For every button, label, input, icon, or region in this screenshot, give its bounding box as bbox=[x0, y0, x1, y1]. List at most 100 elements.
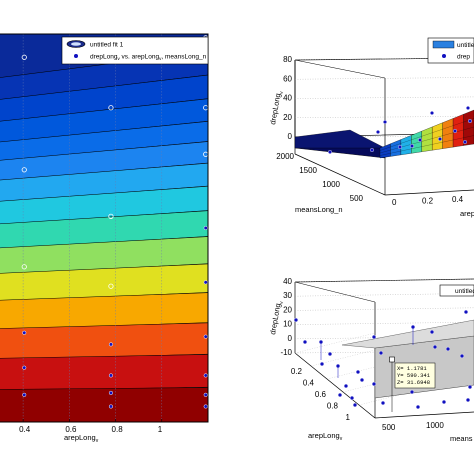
br-x-axis-label-main: arepLong bbox=[308, 431, 340, 440]
br-data-point bbox=[445, 346, 451, 352]
br-data-point bbox=[409, 389, 415, 395]
contour-x-axis-label: arepLongv bbox=[64, 433, 99, 444]
br-data-point bbox=[467, 384, 473, 390]
br-z-tick-label: -10 bbox=[280, 348, 292, 357]
contour-band bbox=[0, 263, 208, 302]
tr-surface-strip bbox=[400, 135, 412, 156]
br-data-point bbox=[441, 399, 447, 405]
br-data-point bbox=[343, 383, 349, 389]
tr-data-point bbox=[328, 149, 333, 154]
br-data-point bbox=[319, 361, 325, 367]
br-z-axis-label-main: drepLong bbox=[268, 303, 282, 336]
contour-data-point bbox=[203, 373, 208, 378]
legend-fit-label: untitled fit 1 bbox=[90, 42, 124, 49]
tr-surface-mesh bbox=[400, 139, 412, 144]
tr-surface-mesh bbox=[421, 138, 433, 142]
br-data-point bbox=[371, 334, 377, 340]
tr-box-bottom-left bbox=[294, 153, 386, 196]
br-y-tick-label: 1000 bbox=[426, 421, 444, 430]
tr-x-tick-label: 0.4 bbox=[452, 195, 464, 204]
tr-surface-mesh bbox=[432, 135, 443, 139]
contour-band bbox=[0, 292, 208, 330]
contour-band bbox=[0, 162, 208, 203]
tr-data-point bbox=[418, 137, 423, 142]
contour-band bbox=[0, 387, 208, 422]
tr-surface-strip bbox=[442, 118, 454, 149]
br-grid-line bbox=[294, 307, 474, 311]
br-z-tick-label: 20 bbox=[283, 305, 292, 314]
tr-data-point bbox=[466, 105, 471, 110]
contour-data-point bbox=[203, 280, 208, 285]
tr-y-tick-label: 2000 bbox=[276, 152, 294, 161]
br-legend[interactable]: untitled bbox=[439, 284, 474, 297]
br-z-tick-label: 10 bbox=[283, 320, 292, 329]
contour-data-point bbox=[108, 404, 113, 409]
br-data-point bbox=[355, 369, 361, 375]
contour-data-point bbox=[203, 392, 208, 397]
tr-data-point bbox=[370, 147, 375, 152]
br-legend-fit-label: untitled bbox=[455, 288, 474, 295]
br-x-tick-label: 0.6 bbox=[315, 390, 327, 399]
br-x-tick-label: 1 bbox=[346, 413, 351, 422]
br-y-tick-label: 500 bbox=[382, 423, 396, 432]
contour-x-axis-label-sub: v bbox=[96, 438, 99, 444]
br-data-point bbox=[432, 344, 438, 350]
br-box-top-front bbox=[294, 281, 376, 303]
scatter-3d-panel: X= 1.1781 Y= 590.341 Z= 31.6948 40302010… bbox=[268, 277, 474, 443]
br-data-point bbox=[429, 329, 435, 335]
datatip-marker bbox=[389, 356, 395, 363]
tr-data-point bbox=[463, 139, 468, 144]
contour-plot-frame bbox=[0, 33, 209, 423]
tr-surface-mesh bbox=[432, 129, 443, 133]
contour-data-point bbox=[203, 225, 208, 231]
tr-surface-mesh bbox=[390, 150, 401, 154]
br-z-tick-label: 30 bbox=[283, 291, 292, 300]
tr-surface-mesh bbox=[442, 139, 454, 143]
tr-legend-fit-label: untitled bbox=[457, 42, 474, 49]
datatip-y: Y= 590.341 bbox=[397, 372, 431, 379]
tr-x-tick-label: 0 bbox=[392, 198, 397, 207]
br-y-axis-label: means bbox=[450, 434, 473, 443]
br-x-tick-label: 0.4 bbox=[303, 379, 315, 388]
tr-y-tick-labels: 2000 1500 1000 500 bbox=[276, 152, 363, 203]
br-data-point bbox=[371, 381, 377, 387]
tr-z-tick-label: 20 bbox=[283, 113, 292, 122]
tr-data-point bbox=[430, 110, 435, 115]
br-z-axis-label-sub: v bbox=[279, 300, 285, 304]
contour-bands bbox=[0, 34, 208, 422]
br-x-tick-label: 0.2 bbox=[291, 367, 303, 376]
tr-box-front-top bbox=[294, 59, 386, 79]
br-data-point bbox=[352, 402, 358, 408]
contour-data-point bbox=[203, 404, 208, 409]
tr-surface-mesh bbox=[379, 150, 391, 154]
tr-data-point bbox=[376, 129, 381, 134]
tr-data-legend-marker bbox=[442, 54, 446, 58]
tr-surface-mesh bbox=[421, 132, 433, 137]
tr-legend[interactable]: untitled drep bbox=[427, 37, 474, 64]
contour-data-point bbox=[21, 264, 27, 270]
br-y-tick-labels: 500 1000 bbox=[382, 421, 444, 432]
br-data-point bbox=[327, 351, 333, 357]
contour-data-point bbox=[22, 365, 27, 370]
datatip-x: X= 1.1781 bbox=[397, 365, 427, 372]
br-box-top bbox=[294, 278, 474, 283]
tr-data-point bbox=[453, 128, 458, 133]
legend-data-label-sub1: v bbox=[117, 56, 120, 61]
tr-y-tick-label: 500 bbox=[350, 194, 364, 203]
br-data-point bbox=[465, 397, 471, 403]
contour-band bbox=[0, 186, 208, 225]
contour-legend[interactable]: untitled fit 1 drepLongv vs. arepLongv, … bbox=[61, 36, 209, 65]
br-fitted-plane-top-strip bbox=[341, 319, 474, 349]
tr-surface-mesh bbox=[442, 125, 454, 130]
br-data-point bbox=[380, 400, 386, 406]
tr-surface-mesh bbox=[390, 143, 401, 148]
contour-x-tick-label: 1 bbox=[158, 425, 163, 434]
tr-z-axis-label-main: drepLong bbox=[268, 93, 282, 126]
contour-data-point bbox=[108, 373, 113, 378]
datatip[interactable]: X= 1.1781 Y= 590.341 Z= 31.6948 bbox=[389, 356, 436, 412]
fit-legend-icon-inner bbox=[71, 42, 81, 46]
tr-x-axis-label: arep bbox=[460, 209, 474, 218]
contour-x-tick-label: 0.6 bbox=[65, 425, 77, 434]
tr-surface-mesh bbox=[400, 144, 412, 148]
contour-band bbox=[0, 141, 208, 182]
